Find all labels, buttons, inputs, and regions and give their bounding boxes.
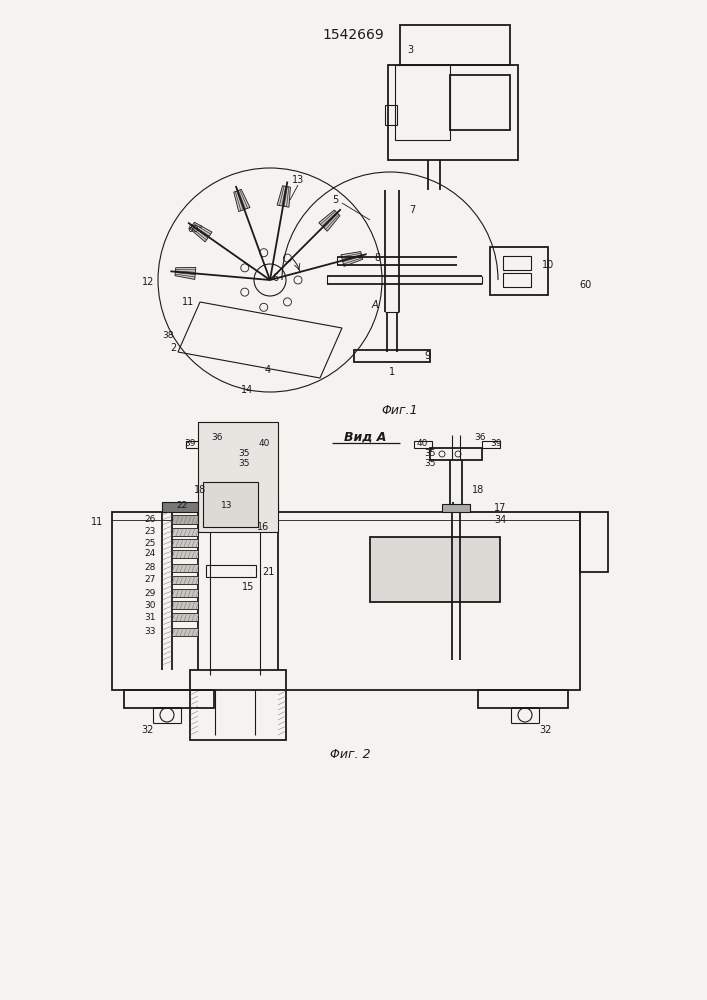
Text: 23: 23 (144, 528, 156, 536)
Text: 12: 12 (142, 277, 154, 287)
Bar (112, 512, 580, 690)
Bar (172, 550, 198, 558)
Bar (203, 482, 258, 527)
Bar (430, 448, 482, 460)
Text: 32: 32 (141, 725, 153, 735)
Text: 5: 5 (332, 195, 338, 205)
Text: 8: 8 (374, 253, 380, 263)
Text: 11: 11 (91, 517, 103, 527)
Bar (482, 441, 500, 448)
Text: 2: 2 (170, 343, 176, 353)
Bar (124, 690, 214, 708)
Bar (580, 512, 608, 572)
Text: 13: 13 (292, 175, 304, 185)
Text: 30: 30 (144, 600, 156, 609)
Text: 16: 16 (257, 522, 269, 532)
Bar (503, 273, 531, 287)
Bar (414, 441, 432, 448)
Bar (172, 589, 198, 597)
Bar (400, 25, 510, 65)
Bar (198, 422, 278, 532)
Polygon shape (190, 222, 212, 242)
Text: 17: 17 (493, 503, 506, 513)
Bar (190, 670, 286, 740)
Text: 6: 6 (272, 273, 278, 283)
Text: 34: 34 (494, 515, 506, 525)
Text: 36: 36 (474, 434, 486, 442)
Text: 40: 40 (258, 440, 269, 448)
Text: A: A (372, 300, 378, 310)
Text: 13: 13 (221, 502, 233, 510)
Text: 15: 15 (242, 582, 255, 592)
Text: 21: 21 (262, 567, 274, 577)
Polygon shape (341, 252, 363, 266)
Bar (254, 441, 272, 448)
Bar (503, 256, 531, 270)
Bar (206, 565, 256, 577)
Bar (172, 576, 198, 584)
Text: 35: 35 (238, 460, 250, 468)
Text: 39: 39 (490, 440, 502, 448)
Text: 9: 9 (424, 351, 430, 361)
Text: 28: 28 (144, 564, 156, 572)
Text: 11: 11 (182, 297, 194, 307)
Text: 1542669: 1542669 (322, 28, 384, 42)
Text: 36: 36 (211, 434, 223, 442)
Text: 18: 18 (472, 485, 484, 495)
Text: 25: 25 (144, 538, 156, 548)
Text: 38: 38 (162, 330, 174, 340)
Bar (478, 690, 568, 708)
Text: 26: 26 (144, 516, 156, 524)
Text: 4: 4 (265, 365, 271, 375)
Polygon shape (319, 210, 340, 231)
Bar (395, 65, 450, 140)
Text: 39: 39 (185, 440, 196, 448)
Text: 7: 7 (409, 205, 415, 215)
Bar (385, 105, 397, 125)
Polygon shape (277, 186, 291, 207)
Text: 31: 31 (144, 612, 156, 621)
Bar (490, 247, 548, 295)
Bar (172, 628, 198, 636)
Bar (442, 504, 470, 512)
Bar (172, 515, 198, 524)
Text: 24: 24 (144, 550, 156, 558)
Text: 1: 1 (389, 367, 395, 377)
Text: 10: 10 (542, 260, 554, 270)
Polygon shape (234, 189, 250, 212)
Text: 35: 35 (424, 460, 436, 468)
Text: Φиг.1: Φиг.1 (382, 403, 419, 416)
Text: 3: 3 (407, 45, 413, 55)
Text: 35: 35 (424, 450, 436, 458)
Text: 35: 35 (238, 450, 250, 458)
Bar (354, 350, 430, 362)
Bar (186, 441, 204, 448)
Text: 60: 60 (580, 280, 592, 290)
Polygon shape (175, 267, 196, 279)
Text: 40: 40 (416, 440, 428, 448)
Bar (172, 601, 198, 609)
Text: 60°: 60° (187, 226, 203, 234)
Text: 32: 32 (539, 725, 551, 735)
Bar (162, 502, 278, 512)
Text: 29: 29 (144, 588, 156, 597)
Text: 14: 14 (241, 385, 253, 395)
Text: Φиг. 2: Φиг. 2 (329, 748, 370, 762)
Bar (172, 539, 198, 547)
Bar (172, 564, 198, 572)
Text: 27: 27 (144, 576, 156, 584)
Text: Вид A: Вид A (344, 430, 386, 444)
Bar (202, 448, 254, 460)
Text: 18: 18 (194, 485, 206, 495)
Bar (370, 537, 500, 602)
Bar (450, 75, 510, 130)
Text: 33: 33 (144, 628, 156, 637)
Bar (388, 65, 518, 160)
Text: 22: 22 (176, 502, 187, 510)
Bar (172, 528, 198, 536)
Bar (172, 613, 198, 621)
